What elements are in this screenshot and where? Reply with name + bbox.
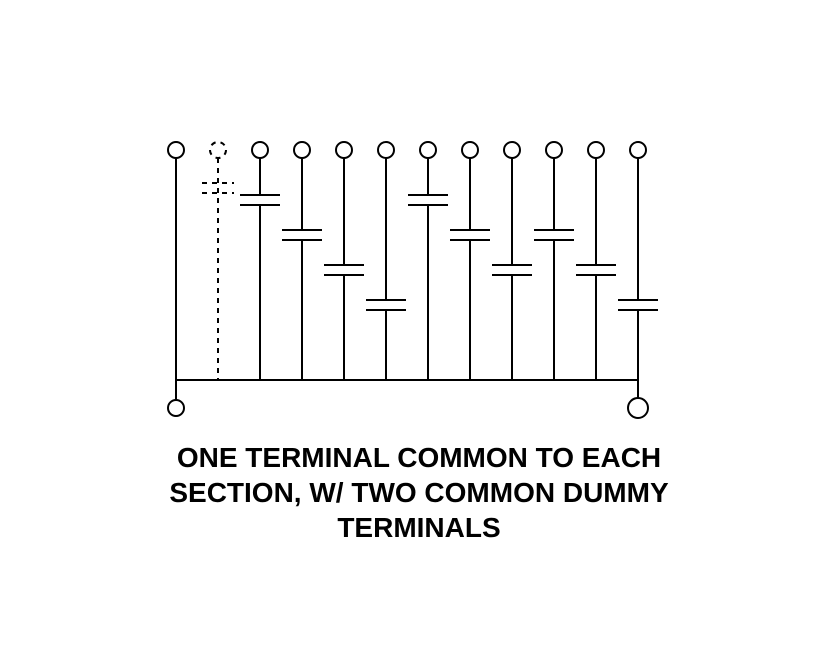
caption-line-1: ONE TERMINAL COMMON TO EACH [0, 440, 838, 475]
caption-line-3: TERMINALS [0, 510, 838, 545]
capacitor-schematic [0, 0, 838, 649]
caption: ONE TERMINAL COMMON TO EACH SECTION, W/ … [0, 440, 838, 545]
caption-line-2: SECTION, W/ TWO COMMON DUMMY [0, 475, 838, 510]
